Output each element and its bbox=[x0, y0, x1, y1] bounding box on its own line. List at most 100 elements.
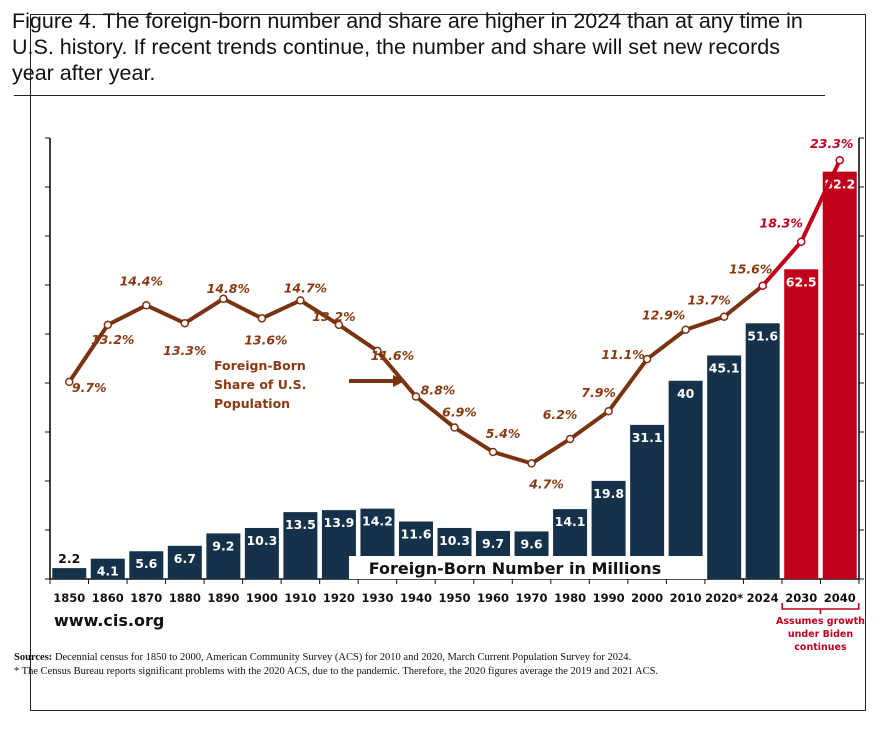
bar-label-1870: 5.6 bbox=[135, 556, 157, 571]
share-point-1930 bbox=[373, 346, 382, 356]
bar-1870 bbox=[129, 551, 164, 579]
bar-label-2020*: 45.1 bbox=[709, 361, 740, 376]
sources-label: Sources: bbox=[14, 652, 53, 663]
bar-value-labels: 2.2 4.1 5.6 6.7 9.2 10.3 13.5 13.9 14.2 11.6 10.3 9… bbox=[58, 177, 855, 579]
share-label-2040: 23.3% bbox=[810, 136, 853, 151]
share-label-2024: 15.6% bbox=[729, 262, 772, 277]
x-tick-label-2010: 2010 bbox=[670, 591, 702, 605]
share-point-1870 bbox=[142, 301, 151, 310]
line-series-label-2: Population bbox=[214, 396, 290, 411]
bar-label-1930: 14.2 bbox=[362, 514, 393, 529]
bar-1890 bbox=[206, 533, 241, 579]
bar-2030 bbox=[784, 269, 819, 579]
x-tick-label-2024: 2024 bbox=[747, 591, 779, 605]
share-label-2000: 11.1% bbox=[601, 347, 644, 362]
share-label-1870: 14.4% bbox=[120, 273, 163, 288]
line-value-labels: 9.7% 13.2% 14.4% 13.3% 14.8% 13.6% 14.7% 13.2% 1… bbox=[72, 136, 853, 491]
x-tick-label-2040: 2040 bbox=[824, 591, 856, 605]
share-label-2010: 12.9% bbox=[642, 308, 685, 323]
share-label-1960: 5.4% bbox=[486, 426, 521, 441]
chart-title: Figure 4. The foreign-born number and sh… bbox=[12, 9, 803, 85]
x-tick-label-1870: 1870 bbox=[130, 591, 162, 605]
title-divider bbox=[14, 95, 825, 96]
x-tick-label-1860: 1860 bbox=[92, 591, 124, 605]
bar-label-1950: 10.3 bbox=[439, 533, 470, 548]
share-label-1970: 4.7% bbox=[528, 476, 564, 491]
share-label-1940: 8.8% bbox=[421, 383, 456, 398]
bar-label-1970: 9.6 bbox=[520, 536, 542, 551]
share-label-1890: 14.8% bbox=[207, 281, 250, 296]
bar-2040 bbox=[822, 171, 857, 580]
share-label-2020*: 13.7% bbox=[687, 293, 730, 308]
share-point-1910 bbox=[296, 296, 305, 305]
share-point-1950 bbox=[450, 423, 459, 432]
share-point-1860 bbox=[103, 320, 113, 330]
share-point-1900 bbox=[257, 314, 267, 323]
share-label-1980: 6.2% bbox=[543, 407, 578, 422]
share-point-2000 bbox=[642, 354, 652, 364]
share-point-1980 bbox=[565, 434, 575, 444]
pointer-arrow-head bbox=[393, 375, 405, 387]
x-tick-label-1970: 1970 bbox=[516, 591, 548, 605]
x-tick-label-1900: 1900 bbox=[246, 591, 278, 605]
share-label-1900: 13.6% bbox=[244, 332, 287, 347]
bar-label-2024: 51.6 bbox=[747, 328, 778, 343]
bar-label-2010: 40 bbox=[677, 386, 695, 401]
line-series-share bbox=[65, 155, 844, 468]
share-point-1890 bbox=[219, 294, 228, 304]
x-tick-label-1980: 1980 bbox=[554, 591, 586, 605]
sources-note: Sources: Decennial census for 1850 to 20… bbox=[14, 651, 824, 679]
bar-label-1900: 10.3 bbox=[246, 533, 277, 548]
bar-label-1880: 6.7 bbox=[174, 551, 196, 566]
bar-label-1910: 13.5 bbox=[285, 517, 316, 532]
share-label-1990: 7.9% bbox=[581, 385, 616, 400]
share-point-1940 bbox=[411, 392, 421, 401]
x-tick-label-1930: 1930 bbox=[361, 591, 393, 605]
projection-note-2: continues bbox=[794, 642, 847, 653]
x-tick-label-1920: 1920 bbox=[323, 591, 355, 605]
bar-label-1850: 2.2 bbox=[58, 551, 80, 566]
x-tick-label-1880: 1880 bbox=[169, 591, 201, 605]
x-tick-label-1890: 1890 bbox=[207, 591, 239, 605]
bar-2020* bbox=[707, 355, 742, 579]
x-tick-label-1960: 1960 bbox=[477, 591, 509, 605]
bar-1880 bbox=[167, 545, 202, 579]
bar-label-1960: 9.7 bbox=[482, 536, 504, 551]
share-point-2024 bbox=[758, 281, 767, 290]
share-point-1990 bbox=[604, 406, 613, 416]
bar-series-label-box bbox=[349, 556, 707, 579]
share-point-1920 bbox=[334, 320, 344, 330]
share-label-1850: 9.7% bbox=[72, 380, 107, 395]
x-tick-label-1850: 1850 bbox=[53, 591, 85, 605]
bar-label-1980: 14.1 bbox=[555, 514, 586, 529]
sources-footnote: * The Census Bureau reports significant … bbox=[14, 666, 659, 677]
share-point-1960 bbox=[488, 447, 498, 457]
share-point-1880 bbox=[180, 318, 190, 328]
bar-label-1940: 11.6 bbox=[401, 527, 432, 542]
share-label-1880: 13.3% bbox=[163, 343, 206, 358]
watermark: www.cis.org bbox=[54, 611, 164, 630]
bar-1860 bbox=[90, 558, 125, 579]
x-tick-label-2000: 2000 bbox=[631, 591, 663, 605]
share-label-1910: 14.7% bbox=[284, 280, 327, 295]
share-label-1930: 11.6% bbox=[371, 348, 414, 363]
bar-label-1920: 13.9 bbox=[324, 515, 355, 530]
share-label-1860: 13.2% bbox=[91, 332, 134, 347]
projection-note-0: Assumes growth bbox=[776, 616, 865, 627]
share-point-1850 bbox=[65, 377, 74, 387]
bar-1900 bbox=[244, 527, 279, 579]
share-point-2020* bbox=[719, 312, 729, 321]
share-point-2010 bbox=[681, 325, 690, 334]
bar-label-2000: 31.1 bbox=[632, 430, 663, 445]
projection-note-1: under Biden bbox=[788, 629, 854, 640]
bar-series-label: Foreign-Born Number in Millions bbox=[369, 559, 661, 578]
bar-2010 bbox=[668, 380, 703, 579]
bar-2024 bbox=[745, 323, 780, 579]
x-tick-label-1940: 1940 bbox=[400, 591, 432, 605]
line-series-label-1: Share of U.S. bbox=[214, 377, 306, 392]
x-tick-label-1950: 1950 bbox=[438, 591, 470, 605]
x-tick-label-1990: 1990 bbox=[593, 591, 625, 605]
share-label-1920: 13.2% bbox=[312, 309, 355, 324]
share-label-2030: 18.3% bbox=[760, 216, 803, 231]
sources-text: Decennial census for 1850 to 2000, Ameri… bbox=[52, 652, 632, 663]
